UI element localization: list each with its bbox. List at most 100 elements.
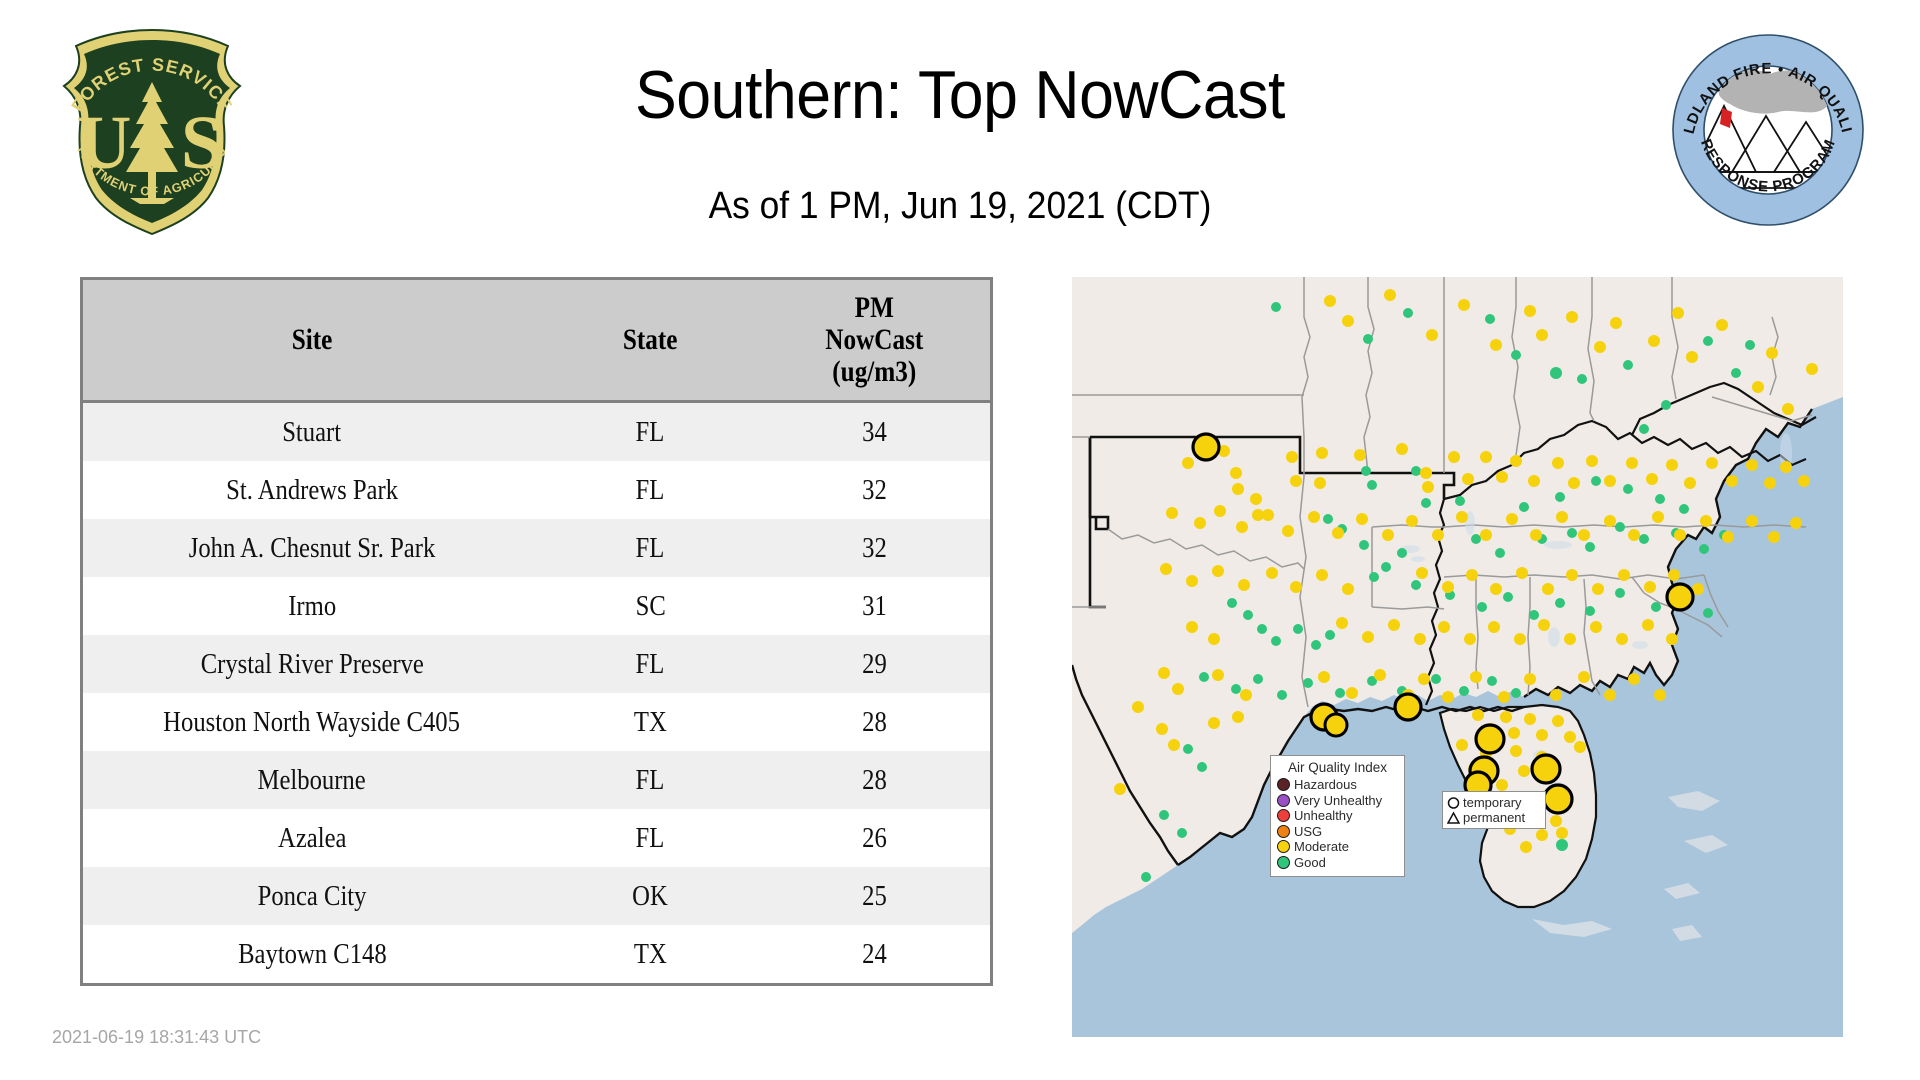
- column-header-pm-nowcast: PM NowCast (ug/m3): [759, 278, 992, 403]
- cell-value-text: 28: [862, 705, 888, 738]
- top-nowcast-table-container: Site State PM NowCast (ug/m3) Stuart FL …: [80, 277, 993, 986]
- cell-value-text: 31: [862, 589, 888, 622]
- monitor-dots-moderate: [1114, 289, 1818, 853]
- cell-state-text: SC: [635, 589, 666, 622]
- cell-site: Houston North Wayside C405: [81, 693, 542, 751]
- cell-site-text: Stuart: [282, 415, 342, 448]
- cell-site-text: St. Andrews Park: [226, 473, 398, 506]
- cell-state-text: FL: [635, 821, 665, 854]
- cell-value-text: 25: [862, 879, 888, 912]
- table-head: Site State PM NowCast (ug/m3): [81, 278, 992, 403]
- shield-letter-s: S: [181, 101, 223, 185]
- circle-outline-icon: [1447, 796, 1460, 809]
- cell-state: FL: [541, 461, 760, 519]
- cell-state-text: OK: [632, 879, 669, 912]
- top-site-markers[interactable]: [1191, 432, 1695, 815]
- cell-site-text: Baytown C148: [237, 937, 387, 970]
- triangle-outline-icon: [1447, 810, 1460, 824]
- cell-value: 31: [759, 577, 992, 635]
- top-nowcast-table: Site State PM NowCast (ug/m3) Stuart FL …: [80, 277, 993, 986]
- smoke-plume-icon: [1718, 70, 1831, 114]
- cell-site: Stuart: [81, 401, 542, 461]
- cell-state: OK: [541, 867, 760, 925]
- column-header-pm-nowcast-line1: PM: [855, 291, 895, 325]
- cell-state-text: FL: [635, 415, 665, 448]
- atlantic-coastline: [1523, 408, 1813, 698]
- cell-value-text: 34: [862, 415, 888, 448]
- table-row: St. Andrews Park FL 32: [81, 461, 992, 519]
- table-row: Stuart FL 34: [81, 401, 992, 461]
- air-quality-index-legend: Air Quality Index Hazardous Very Unhealt…: [1270, 755, 1405, 877]
- cell-site: Irmo: [81, 577, 542, 635]
- hazardous-swatch-icon: [1277, 778, 1290, 792]
- top-site-marker-stuart[interactable]: [1542, 783, 1574, 815]
- state-boundaries: [1072, 277, 1813, 708]
- cell-value: 32: [759, 461, 992, 519]
- top-site-marker-baytown[interactable]: [1323, 712, 1349, 738]
- cell-site: Crystal River Preserve: [81, 635, 542, 693]
- cell-site-text: Melbourne: [257, 763, 367, 796]
- cell-value: 34: [759, 401, 992, 461]
- page-subtitle: As of 1 PM, Jun 19, 2021 (CDT): [708, 185, 1212, 227]
- table-row: Crystal River Preserve FL 29: [81, 635, 992, 693]
- cell-value: 28: [759, 751, 992, 809]
- cell-value: 24: [759, 925, 992, 985]
- table-row: John A. Chesnut Sr. Park FL 32: [81, 519, 992, 577]
- pine-tree-icon: [126, 82, 178, 204]
- aqi-legend-item-very-unhealthy: Very Unhealthy: [1277, 793, 1398, 809]
- unhealthy-swatch-icon: [1277, 809, 1290, 823]
- aqi-legend-label: Hazardous: [1294, 777, 1357, 792]
- page-title: Southern: Top NowCast: [635, 57, 1285, 133]
- shield-letter-u: U: [77, 101, 132, 185]
- good-swatch-icon: [1277, 855, 1290, 869]
- top-site-marker-st-andrews-park[interactable]: [1393, 692, 1423, 722]
- aqi-legend-item-moderate: Moderate: [1277, 839, 1398, 855]
- column-header-state: State: [541, 278, 760, 403]
- table-row: Ponca City OK 25: [81, 867, 992, 925]
- flame-marker-icon: [1720, 108, 1732, 128]
- monitor-type-legend-item-temporary: temporary: [1447, 795, 1541, 810]
- monitor-type-label: permanent: [1463, 810, 1526, 825]
- cell-site: John A. Chesnut Sr. Park: [81, 519, 542, 577]
- cell-value-text: 24: [862, 937, 888, 970]
- table-row: Irmo SC 31: [81, 577, 992, 635]
- table-row: Melbourne FL 28: [81, 751, 992, 809]
- cell-site: Azalea: [81, 809, 542, 867]
- table-row: Azalea FL 26: [81, 809, 992, 867]
- usda-forest-service-shield-logo: FOREST SERVICE DEPARTMENT OF AGRICULTURE…: [47, 15, 252, 238]
- aqi-legend-title: Air Quality Index: [1287, 760, 1388, 775]
- cell-site: St. Andrews Park: [81, 461, 542, 519]
- aqi-legend-item-hazardous: Hazardous: [1277, 777, 1398, 793]
- aqi-legend-label: Very Unhealthy: [1294, 792, 1383, 808]
- cell-state-text: FL: [635, 531, 665, 564]
- cell-site: Baytown C148: [81, 925, 542, 985]
- cell-value-text: 32: [862, 531, 888, 564]
- top-site-marker-crystal-river-preserve[interactable]: [1474, 723, 1506, 755]
- top-site-marker-melbourne[interactable]: [1530, 753, 1562, 785]
- cell-site-text: Ponca City: [257, 879, 367, 912]
- cell-state: FL: [541, 519, 760, 577]
- table-row: Houston North Wayside C405 TX 28: [81, 693, 992, 751]
- top-site-marker-irmo[interactable]: [1665, 582, 1695, 612]
- cell-site-text: Crystal River Preserve: [200, 647, 424, 680]
- cell-value: 29: [759, 635, 992, 693]
- cell-state-text: FL: [635, 647, 665, 680]
- aqi-legend-label: USG: [1294, 823, 1323, 839]
- cell-value-text: 28: [862, 763, 888, 796]
- cell-state: FL: [541, 751, 760, 809]
- cell-site-text: Houston North Wayside C405: [163, 705, 461, 738]
- southern-region-air-quality-monitor-map[interactable]: Air Quality Index Hazardous Very Unhealt…: [1072, 277, 1843, 1037]
- table-body: Stuart FL 34 St. Andrews Park FL 32 John…: [81, 401, 992, 985]
- monitor-type-legend: temporary permanent: [1442, 791, 1546, 829]
- generated-timestamp: 2021-06-19 18:31:43 UTC: [52, 1027, 262, 1047]
- column-header-site-label: Site: [291, 323, 333, 357]
- cell-state: TX: [541, 693, 760, 751]
- map-landmass: [1072, 277, 1843, 933]
- monitor-type-label: temporary: [1463, 795, 1522, 810]
- top-site-marker-ponca-city[interactable]: [1191, 432, 1221, 462]
- cell-state-text: TX: [633, 937, 667, 970]
- cell-value: 25: [759, 867, 992, 925]
- column-header-state-label: State: [622, 323, 678, 357]
- cell-value: 26: [759, 809, 992, 867]
- aqi-legend-label: Moderate: [1294, 839, 1349, 854]
